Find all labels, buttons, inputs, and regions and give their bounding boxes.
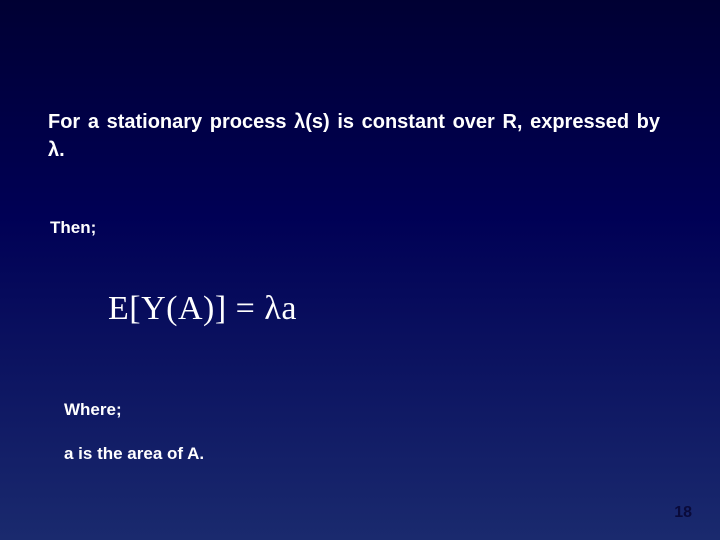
equation-expected-value: E[Y(A)] = λa (108, 290, 297, 328)
area-definition: a is the area of A. (64, 444, 204, 464)
page-number: 18 (674, 504, 692, 522)
main-statement: For a stationary process λ(s) is constan… (48, 108, 660, 164)
then-label: Then; (50, 218, 96, 238)
where-label: Where; (64, 400, 122, 420)
